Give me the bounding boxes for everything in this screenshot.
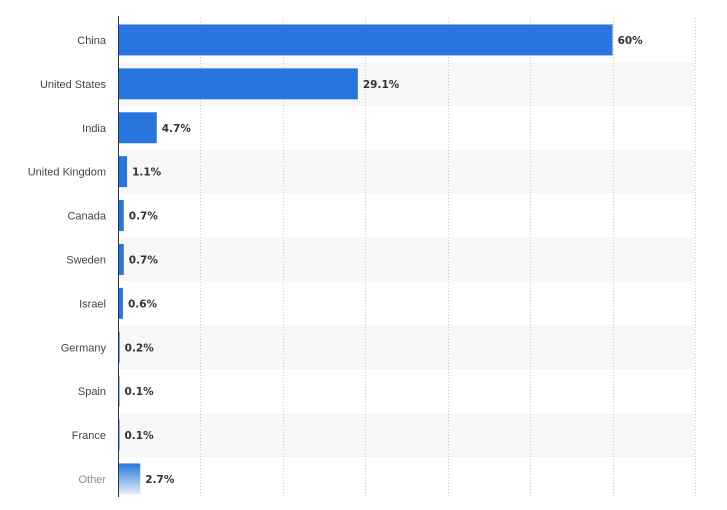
value-label: 4.7% xyxy=(162,123,192,135)
value-label: 0.1% xyxy=(125,386,155,398)
bars xyxy=(118,24,613,495)
bar-united-kingdom[interactable] xyxy=(118,156,128,188)
bar-sweden[interactable] xyxy=(118,243,124,275)
category-label: France xyxy=(72,430,106,442)
row-stripes xyxy=(118,61,695,457)
value-label: 0.1% xyxy=(125,430,155,442)
bar-india[interactable] xyxy=(118,112,157,144)
category-label: Sweden xyxy=(66,254,106,266)
gridlines xyxy=(200,18,696,497)
value-label: 0.6% xyxy=(128,298,158,310)
category-label: India xyxy=(82,123,107,135)
category-label: China xyxy=(77,35,107,47)
value-label: 0.7% xyxy=(129,211,159,223)
bar-israel[interactable] xyxy=(118,287,123,319)
value-label: 29.1% xyxy=(363,79,400,91)
category-label: United Kingdom xyxy=(28,167,106,179)
value-label: 1.1% xyxy=(132,167,162,179)
category-label: Other xyxy=(78,474,106,486)
value-label: 60% xyxy=(618,35,644,47)
row-stripe xyxy=(118,413,695,457)
bar-canada[interactable] xyxy=(118,200,124,232)
bar-other[interactable] xyxy=(118,463,141,495)
category-labels: China United States India United Kingdom Can… xyxy=(28,35,107,486)
category-label: Israel xyxy=(79,298,106,310)
value-label: 2.7% xyxy=(145,474,175,486)
value-label: 0.7% xyxy=(129,254,159,266)
row-stripe xyxy=(118,149,695,194)
bar-united-states[interactable] xyxy=(118,68,358,100)
category-label: Germany xyxy=(61,342,107,354)
row-stripe xyxy=(118,237,695,282)
value-label: 0.2% xyxy=(125,342,155,354)
category-label: Canada xyxy=(67,211,106,223)
category-label: Spain xyxy=(78,386,106,398)
bar-china[interactable] xyxy=(118,24,613,56)
category-label: United States xyxy=(40,79,107,91)
row-stripe xyxy=(118,325,695,370)
value-labels: 60% 29.1% 4.7% 1.1% 0.7% 0.7% 0.6% 0.2% 0.1% 0.1%… xyxy=(125,35,644,486)
